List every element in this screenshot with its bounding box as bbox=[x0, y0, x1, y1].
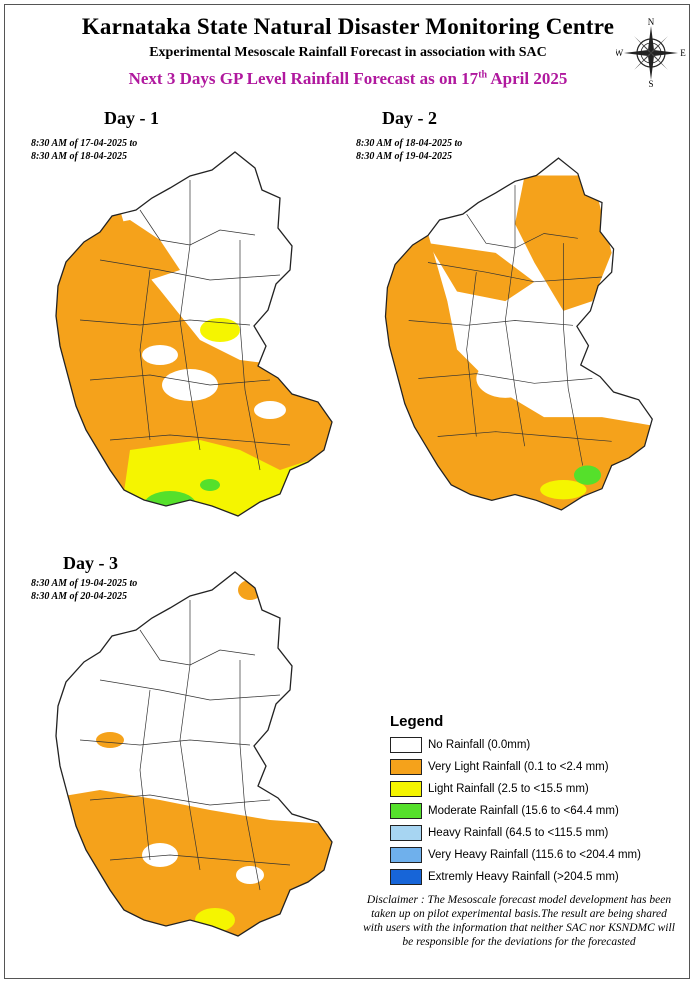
legend-label: No Rainfall (0.0mm) bbox=[428, 739, 531, 751]
legend-item: Very Heavy Rainfall (115.6 to <204.4 mm) bbox=[390, 844, 670, 866]
legend-item: Light Rainfall (2.5 to <15.5 mm) bbox=[390, 778, 670, 800]
legend-item: No Rainfall (0.0mm) bbox=[390, 734, 670, 756]
forecast-title: Next 3 Days GP Level Rainfall Forecast a… bbox=[128, 69, 568, 88]
compass-w: W bbox=[616, 48, 624, 58]
legend-label: Heavy Rainfall (64.5 to <115.5 mm) bbox=[428, 827, 609, 839]
page-subtitle: Experimental Mesoscale Rainfall Forecast… bbox=[149, 45, 547, 60]
legend-item: Heavy Rainfall (64.5 to <115.5 mm) bbox=[390, 822, 670, 844]
compass-rose-icon: N S W E bbox=[616, 18, 686, 88]
compass-s: S bbox=[648, 79, 653, 88]
legend: Legend No Rainfall (0.0mm) Very Light Ra… bbox=[390, 713, 670, 888]
day3-range-from: 8:30 AM of 19-04-2025 to bbox=[31, 578, 138, 589]
disclaimer: Disclaimer : The Mesoscale forecast mode… bbox=[363, 894, 675, 948]
legend-swatch bbox=[390, 759, 422, 775]
day2-rainfall-map bbox=[384, 157, 653, 511]
legend-swatch bbox=[390, 869, 422, 885]
legend-item: Extremly Heavy Rainfall (>204.5 mm) bbox=[390, 866, 670, 888]
legend-title: Legend bbox=[390, 713, 444, 730]
legend-swatch bbox=[390, 847, 422, 863]
legend-label: Moderate Rainfall (15.6 to <64.4 mm) bbox=[428, 805, 619, 817]
legend-item: Very Light Rainfall (0.1 to <2.4 mm) bbox=[390, 756, 670, 778]
day1-range: 8:30 AM of 17-04-2025 to 8:30 AM of 18-0… bbox=[31, 137, 137, 163]
legend-swatch bbox=[390, 803, 422, 819]
page-frame bbox=[4, 4, 690, 979]
day1-range-to: 8:30 AM of 18-04-2025 bbox=[31, 151, 128, 162]
compass-n: N bbox=[648, 18, 655, 27]
day2-range: 8:30 AM of 18-04-2025 to 8:30 AM of 19-0… bbox=[356, 137, 462, 163]
day3-range: 8:30 AM of 19-04-2025 to 8:30 AM of 20-0… bbox=[31, 577, 137, 603]
legend-label: Light Rainfall (2.5 to <15.5 mm) bbox=[428, 783, 589, 795]
legend-swatch bbox=[390, 737, 422, 753]
day3-rainfall-map bbox=[55, 571, 333, 937]
legend-swatch bbox=[390, 781, 422, 797]
legend-label: Extremly Heavy Rainfall (>204.5 mm) bbox=[428, 871, 619, 883]
page-title: Karnataka State Natural Disaster Monitor… bbox=[81, 14, 615, 39]
day1-range-from: 8:30 AM of 17-04-2025 to bbox=[31, 138, 138, 149]
day3-range-to: 8:30 AM of 20-04-2025 bbox=[31, 591, 128, 602]
legend-swatch bbox=[390, 825, 422, 841]
day2-label: Day - 2 bbox=[382, 108, 437, 128]
day1-rainfall-map bbox=[55, 151, 333, 517]
compass-e: E bbox=[680, 48, 686, 58]
legend-label: Very Heavy Rainfall (115.6 to <204.4 mm) bbox=[428, 849, 641, 861]
legend-label: Very Light Rainfall (0.1 to <2.4 mm) bbox=[428, 761, 609, 773]
day2-range-to: 8:30 AM of 19-04-2025 bbox=[356, 151, 453, 162]
legend-item: Moderate Rainfall (15.6 to <64.4 mm) bbox=[390, 800, 670, 822]
day2-range-from: 8:30 AM of 18-04-2025 to bbox=[356, 138, 463, 149]
day1-label: Day - 1 bbox=[104, 108, 159, 128]
day3-label: Day - 3 bbox=[63, 553, 118, 573]
